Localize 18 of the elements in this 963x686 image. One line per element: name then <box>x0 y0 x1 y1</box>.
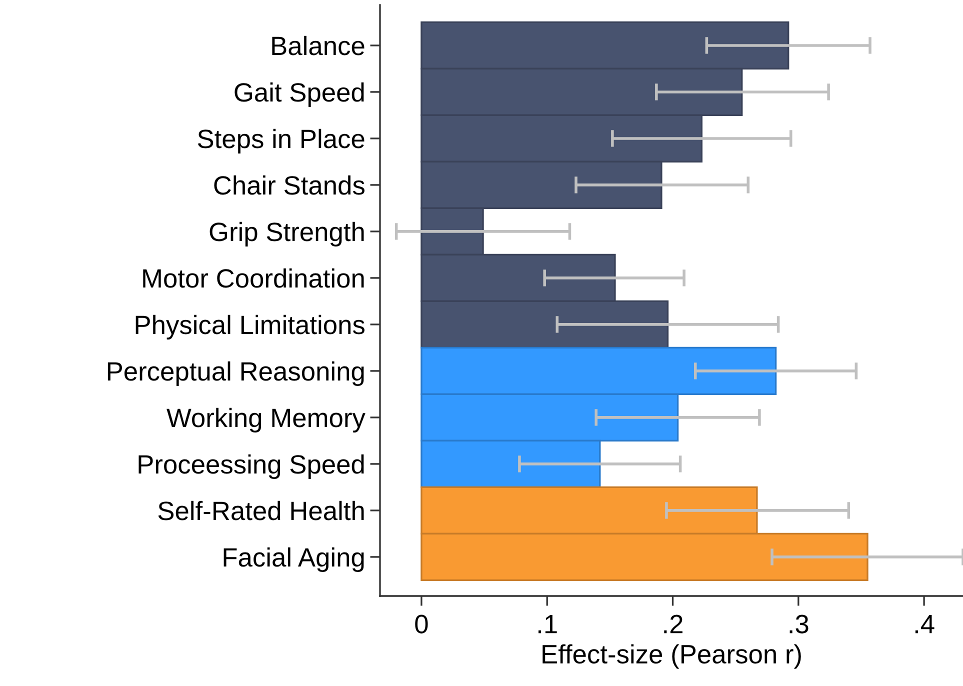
y-tick-label: Motor Coordination <box>143 268 364 288</box>
y-tick-label: Steps in Place <box>198 128 364 154</box>
y-tick-label: Perceptual Reasoning <box>108 361 364 386</box>
y-tick-label: Chair Stands <box>214 175 364 195</box>
y-tick-label: Facial Aging <box>224 547 364 572</box>
x-tick-label: .1 <box>538 615 557 634</box>
y-tick-label: Self-Rated Health <box>158 500 364 520</box>
x-tick-label: .3 <box>790 614 808 634</box>
x-axis-title: Effect-size (Pearson r) <box>542 644 801 669</box>
y-tick-label: Physical Limitations <box>136 314 364 340</box>
x-tick-label: .4 <box>915 615 934 634</box>
x-tick-label: 0 <box>415 614 428 634</box>
y-tick-label: Proceessing Speed <box>138 454 364 479</box>
y-tick-label: Working Memory <box>166 408 366 432</box>
y-tick-label: Balance <box>272 36 364 56</box>
x-tick-label: .2 <box>664 614 682 634</box>
y-tick-label: Grip Strength <box>210 222 364 246</box>
y-tick-label: Gait Speed <box>234 82 364 107</box>
